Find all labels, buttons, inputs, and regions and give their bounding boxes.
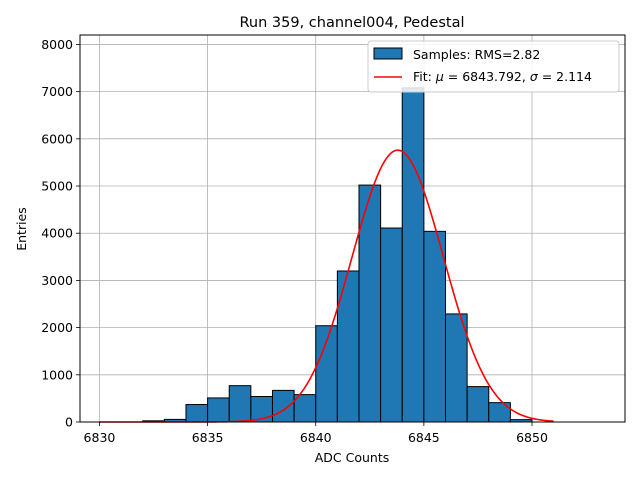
histogram-bar (444, 313, 468, 423)
x-tick-label: 6845 (408, 430, 440, 445)
y-tick-label: 5000 (41, 179, 73, 194)
x-axis-ticks: 6830 6835 6840 6845 6850 (84, 422, 548, 445)
y-axis-ticks: 0 1000 2000 3000 4000 5000 6000 7000 8000 (41, 37, 80, 430)
y-tick-label: 3000 (41, 273, 73, 288)
legend-histogram-label: Samples: RMS=2.82 (413, 47, 540, 62)
x-tick-label: 6835 (192, 430, 224, 445)
histogram-bar (401, 87, 425, 423)
y-tick-label: 2000 (41, 320, 73, 335)
histogram-bar (271, 389, 295, 423)
histogram-bars (142, 87, 533, 423)
histogram-bar (228, 385, 252, 423)
y-tick-label: 4000 (41, 226, 73, 241)
y-tick-label: 6000 (41, 131, 73, 146)
y-tick-label: 8000 (41, 37, 73, 52)
legend-box (367, 40, 620, 93)
legend-fit-sigma-value: = 2.114 (538, 69, 592, 84)
legend-fit-mu-symbol: μ (435, 69, 444, 84)
legend-histogram-swatch (373, 47, 403, 60)
chart-title: Run 359, channel004, Pedestal (239, 15, 464, 31)
histogram-bar (336, 270, 360, 423)
x-tick-label: 6830 (84, 430, 116, 445)
x-tick-label: 6840 (300, 430, 332, 445)
y-axis-label: Entries (14, 207, 29, 251)
plot-frame (79, 34, 626, 423)
y-tick-label: 7000 (41, 84, 73, 99)
x-tick-label: 6850 (516, 430, 548, 445)
legend-fit-prefix: Fit: (413, 69, 436, 84)
y-tick-label: 1000 (41, 367, 73, 382)
x-axis-label: ADC Counts (315, 450, 390, 465)
legend-fit-mu-value: = 6843.792, (444, 69, 530, 84)
legend-fit-label: Fit: μ = 6843.792, σ = 2.114 (413, 69, 592, 84)
histogram-bar (423, 230, 446, 423)
y-tick-label: 0 (65, 415, 73, 430)
histogram-bar (185, 404, 209, 423)
histogram-bar (380, 227, 403, 423)
legend: Samples: RMS=2.82 Fit: μ = 6843.792, σ =… (367, 40, 620, 93)
histogram-bar (466, 386, 490, 423)
legend-fit-sigma-symbol: σ (530, 69, 539, 84)
histogram-bar (207, 397, 230, 423)
